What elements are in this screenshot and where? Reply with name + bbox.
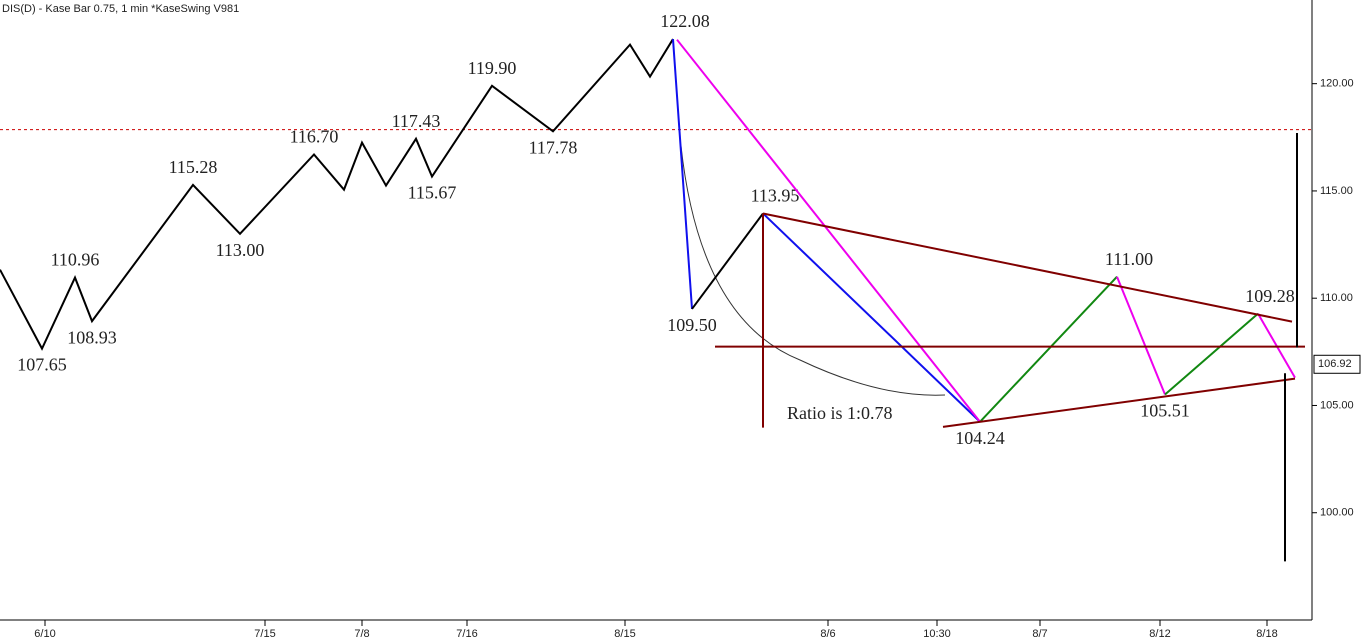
chart-title: DIS(D) - Kase Bar 0.75, 1 min *KaseSwing…: [2, 3, 239, 15]
swing-label: 115.67: [408, 183, 457, 203]
swing-label: 109.50: [667, 315, 717, 335]
y-tick-label: 115.00: [1320, 185, 1353, 197]
swing-label: 109.28: [1245, 286, 1295, 306]
swing-line: [676, 39, 981, 423]
x-tick-label: 8/18: [1256, 628, 1277, 640]
swing-line: [1164, 312, 1259, 396]
x-tick-label: 6/10: [34, 628, 55, 640]
y-tick-label: 110.00: [1320, 292, 1353, 304]
swing-line: [762, 212, 1293, 323]
x-tick-label: 7/8: [354, 628, 369, 640]
swing-line: [942, 377, 1296, 428]
swing-line: [672, 38, 693, 309]
swing-label: 117.78: [529, 137, 578, 157]
x-tick-label: 8/12: [1149, 628, 1170, 640]
swing-label: 108.93: [67, 327, 117, 347]
last-price-label: 106.92: [1318, 358, 1352, 370]
x-tick-label: 10:30: [923, 628, 951, 640]
y-tick-label: 105.00: [1320, 399, 1354, 411]
swing-line: [1116, 276, 1166, 395]
x-tick-label: 7/16: [456, 628, 477, 640]
swing-label: 119.90: [468, 58, 517, 78]
swing-label: 122.08: [660, 11, 710, 31]
swing-label: 116.70: [290, 127, 339, 147]
swing-label: 113.95: [751, 186, 800, 206]
swing-line: [0, 38, 674, 351]
x-tick-label: 8/7: [1032, 628, 1047, 640]
swing-label: 110.96: [51, 250, 100, 270]
x-tick-label: 8/15: [614, 628, 635, 640]
swing-label: 113.00: [216, 240, 265, 260]
swing-line: [762, 212, 981, 423]
arc: [680, 145, 946, 396]
y-tick-label: 120.00: [1320, 78, 1354, 90]
swing-label: 105.51: [1140, 401, 1190, 421]
swing-label: 104.24: [955, 428, 1005, 448]
swing-line: [691, 212, 764, 310]
swing-label: 107.65: [17, 355, 67, 375]
swing-label: 111.00: [1105, 249, 1153, 269]
swing-line: [1257, 313, 1296, 379]
x-tick-label: 8/6: [820, 628, 835, 640]
swing-label: 117.43: [392, 111, 441, 131]
x-tick-label: 7/15: [254, 628, 275, 640]
swing-label: 115.28: [169, 157, 218, 177]
last-price-box: [1313, 354, 1361, 374]
y-tick-label: 100.00: [1320, 507, 1354, 519]
swing-line: [979, 276, 1118, 423]
annotation: Ratio is 1:0.78: [787, 403, 893, 423]
